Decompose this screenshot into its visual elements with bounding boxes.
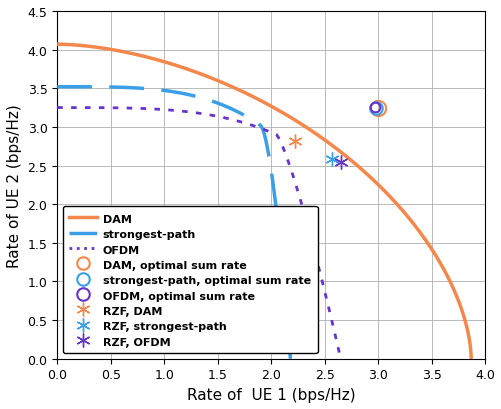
Y-axis label: Rate of UE 2 (bps/Hz): Rate of UE 2 (bps/Hz) <box>7 104 22 267</box>
X-axis label: Rate of  UE 1 (bps/Hz): Rate of UE 1 (bps/Hz) <box>186 387 355 402</box>
Legend: DAM, strongest-path, OFDM, DAM, optimal sum rate, strongest-path, optimal sum ra: DAM, strongest-path, OFDM, DAM, optimal … <box>63 206 317 353</box>
